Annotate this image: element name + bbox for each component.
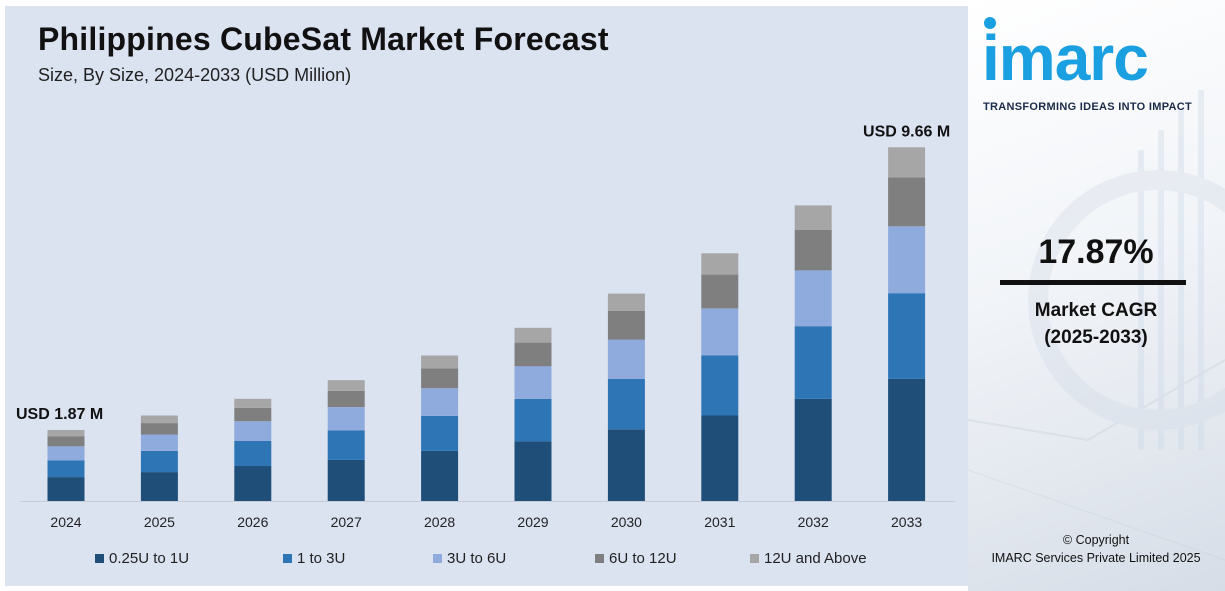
annotation-2024: USD 1.87 M <box>16 406 103 423</box>
bar-segment-2031-3 <box>701 274 739 309</box>
cagr-label-line1: Market CAGR <box>1034 300 1158 321</box>
legend-swatch <box>283 553 292 563</box>
bar-segment-2027-1 <box>327 430 365 460</box>
bar-segment-2032-3 <box>794 229 832 271</box>
legend-item-1: 1 to 3U <box>283 550 433 567</box>
x-tick-label-2028: 2028 <box>424 514 455 530</box>
bar-segment-2028-2 <box>421 388 459 416</box>
bar-segment-2032-0 <box>794 398 832 501</box>
imarc-logo <box>982 16 1212 116</box>
bar-segment-2026-2 <box>234 421 272 441</box>
logo-dot-icon <box>984 17 996 29</box>
bar-segment-2033-2 <box>888 226 926 294</box>
bar-segment-2029-1 <box>514 398 552 442</box>
bar-segment-2027-2 <box>327 407 365 431</box>
bar-segment-2029-3 <box>514 342 552 367</box>
bar-segment-2030-2 <box>607 339 645 379</box>
copyright-notice: © Copyright IMARC Services Private Limit… <box>978 531 1214 567</box>
annotation-2033: USD 9.66 M <box>863 123 950 140</box>
bar-segment-2033-0 <box>888 378 926 501</box>
bar-segment-2026-3 <box>234 407 272 422</box>
copyright-line2: IMARC Services Private Limited 2025 <box>991 551 1201 566</box>
legend-label: 3U to 6U <box>447 549 507 567</box>
cagr-label-line2: (2025-2033) <box>1044 326 1148 348</box>
x-tick-label-2027: 2027 <box>331 514 362 530</box>
bar-segment-2027-4 <box>327 380 365 391</box>
bar-segment-2025-4 <box>140 415 178 424</box>
bar-segment-2024-2 <box>47 446 85 461</box>
bar-segment-2029-2 <box>514 366 552 399</box>
x-tick-label-2031: 2031 <box>704 514 735 530</box>
bar-segment-2032-4 <box>794 205 832 230</box>
copyright-line1: © Copyright <box>1062 533 1130 547</box>
stacked-bar-chart: 2024 2025 2026 2027 2028 2029 2030 2031 2032 2033… <box>16 123 955 530</box>
bar-segment-2026-0 <box>234 466 272 501</box>
bar-segment-2025-1 <box>140 450 178 473</box>
legend-label: 0.25U to 1U <box>109 549 190 567</box>
bar-segment-2024-4 <box>47 430 85 437</box>
cagr-label: Market CAGR (2025-2033) <box>1010 298 1182 351</box>
legend-swatch <box>95 553 104 563</box>
legend-swatch <box>595 553 604 563</box>
cagr-divider <box>1000 280 1186 285</box>
legend-label: 1 to 3U <box>297 549 346 567</box>
legend-item-3: 6U to 12U <box>595 550 750 567</box>
bar-segment-2024-0 <box>47 477 85 501</box>
bar-segment-2025-2 <box>140 434 178 451</box>
bar-segment-2028-1 <box>421 415 459 451</box>
x-tick-label-2025: 2025 <box>144 514 175 530</box>
bar-segment-2024-3 <box>47 436 85 447</box>
bar-segment-2033-3 <box>888 177 926 227</box>
x-tick-label-2029: 2029 <box>517 514 548 530</box>
bar-segment-2025-3 <box>140 423 178 435</box>
bar-segment-2033-1 <box>888 293 926 379</box>
logo-tagline: TRANSFORMING IDEAS INTO IMPACT <box>983 101 1193 113</box>
bar-segment-2027-3 <box>327 390 365 408</box>
bar-segment-2031-2 <box>701 308 739 356</box>
bar-segment-2033-4 <box>888 147 926 178</box>
chart-legend: 0.25U to 1U 1 to 3U 3U to 6U 6U to 12U 12U a… <box>95 548 890 568</box>
legend-label: 6U to 12U <box>609 549 677 567</box>
x-tick-label-2033: 2033 <box>891 514 922 530</box>
bar-segment-2031-4 <box>701 253 739 275</box>
bar-segment-2029-0 <box>514 441 552 501</box>
legend-swatch <box>750 553 759 563</box>
bar-segment-2030-0 <box>607 429 645 501</box>
chart-subtitle: Size, By Size, 2024-2033 (USD Million) <box>38 65 352 85</box>
side-panel: imarc TRANSFORMING IDEAS INTO IMPACT <box>968 0 1225 591</box>
x-tick-label-2024: 2024 <box>50 514 81 530</box>
legend-item-0: 0.25U to 1U <box>95 550 283 567</box>
bar-segment-2028-4 <box>421 355 459 369</box>
bar-segment-2032-1 <box>794 326 832 399</box>
cagr-value: 17.87% <box>1038 233 1154 271</box>
bar-segment-2028-3 <box>421 368 459 389</box>
bar-segment-2030-1 <box>607 379 645 430</box>
bar-segment-2024-1 <box>47 460 85 477</box>
bar-segment-2031-1 <box>701 355 739 416</box>
bar-segment-2026-4 <box>234 398 272 408</box>
bar-segment-2030-3 <box>607 310 645 340</box>
bar-segment-2031-0 <box>701 415 739 501</box>
bar-segment-2026-1 <box>234 441 272 467</box>
bar-segment-2029-4 <box>514 327 552 343</box>
bar-segment-2028-0 <box>421 450 459 501</box>
legend-item-4: 12U and Above <box>750 550 890 567</box>
legend-item-2: 3U to 6U <box>433 550 595 567</box>
bar-segment-2025-0 <box>140 472 178 501</box>
bar-segment-2032-2 <box>794 270 832 327</box>
x-tick-label-2032: 2032 <box>798 514 829 530</box>
legend-label: 12U and Above <box>764 549 867 567</box>
bar-segment-2030-4 <box>607 293 645 311</box>
x-tick-label-2026: 2026 <box>237 514 268 530</box>
legend-swatch <box>433 553 442 563</box>
chart-title: Philippines CubeSat Market Forecast <box>38 21 609 57</box>
x-tick-label-2030: 2030 <box>611 514 642 530</box>
bar-segment-2027-0 <box>327 460 365 501</box>
logo-wordmark: imarc <box>982 22 1149 94</box>
